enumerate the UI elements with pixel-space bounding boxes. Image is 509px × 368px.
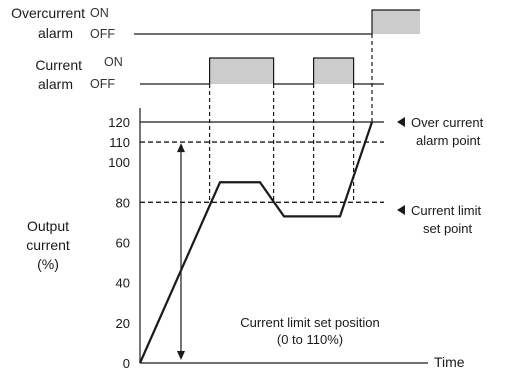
overcurrent-alarm-on-label: ON bbox=[90, 6, 109, 20]
y-tick-label: 20 bbox=[116, 316, 130, 331]
output-current-series bbox=[138, 121, 374, 364]
y-tick-label: 80 bbox=[116, 195, 130, 210]
alarm-on-fill bbox=[209, 58, 274, 84]
current-alarm-label-line2: alarm bbox=[38, 76, 73, 92]
current-alarm-row bbox=[140, 57, 384, 85]
overcurrent-alarm-row bbox=[134, 9, 420, 35]
current-alarm-off-label: OFF bbox=[90, 77, 115, 91]
y-axis-label-line1: Output bbox=[27, 218, 69, 234]
over-current-alarm-point-line2: alarm point bbox=[416, 133, 481, 148]
over-current-alarm-point-line1: Over current bbox=[411, 115, 484, 130]
current-alarm-on-label: ON bbox=[104, 55, 123, 69]
overcurrent-alarm-label-line1: Overcurrent bbox=[11, 5, 85, 21]
alarm-on-fill bbox=[372, 10, 420, 34]
current-limit-set-position-line1: Current limit set position bbox=[240, 315, 379, 330]
current-alarm-label-line1: Current bbox=[35, 57, 82, 73]
alarm-signal-line bbox=[140, 57, 384, 85]
alarm-drop-lines bbox=[209, 34, 373, 203]
y-axis-label-line3: (%) bbox=[37, 256, 59, 272]
y-tick-label: 120 bbox=[108, 115, 130, 130]
current-limit-pointer-icon bbox=[397, 205, 405, 215]
output-current-line bbox=[138, 121, 374, 364]
y-tick-label: 100 bbox=[108, 155, 130, 170]
y-axis-label-line2: current bbox=[26, 237, 70, 253]
y-tick-label: 110 bbox=[109, 135, 130, 150]
reference-lines bbox=[140, 121, 384, 204]
range-arrow-top-head bbox=[177, 143, 185, 153]
y-tick-labels: 0 20 40 60 80 100 110 120 bbox=[108, 115, 130, 368]
range-arrow-bottom-head bbox=[177, 351, 185, 360]
over-current-pointer-icon bbox=[397, 117, 405, 127]
current-limit-set-point-line1: Current limit bbox=[411, 203, 481, 218]
overcurrent-alarm-label-line2: alarm bbox=[38, 25, 73, 41]
y-tick-label: 40 bbox=[116, 276, 130, 291]
x-axis-label: Time bbox=[434, 354, 465, 368]
alarm-on-fill bbox=[313, 58, 354, 84]
y-tick-label: 60 bbox=[116, 236, 130, 251]
current-limit-set-point-line2: set point bbox=[423, 221, 473, 236]
alarm-signal-line bbox=[134, 9, 420, 35]
overcurrent-alarm-off-label: OFF bbox=[90, 27, 115, 41]
y-tick-label: 0 bbox=[123, 356, 130, 368]
current-limit-set-position-line2: (0 to 110%) bbox=[277, 332, 343, 347]
